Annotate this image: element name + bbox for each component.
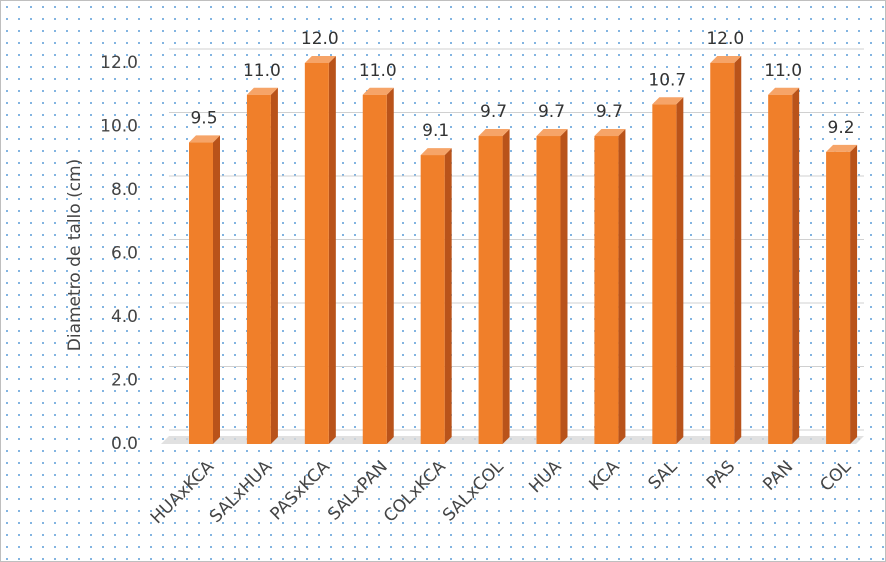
bar <box>768 94 793 444</box>
bar-side <box>792 87 800 444</box>
bar <box>189 142 213 444</box>
bar-side <box>676 97 684 445</box>
x-tick-label: SALxHUA <box>206 457 276 527</box>
bar <box>826 151 851 444</box>
value-label: 12.0 <box>301 29 339 49</box>
x-tick-label: COLxKCA <box>380 457 450 527</box>
bar-top <box>189 135 220 143</box>
bar-top <box>362 87 394 95</box>
value-label: 11.0 <box>243 61 281 81</box>
x-tick-label: PAN <box>759 457 797 495</box>
bar <box>594 136 619 444</box>
y-tick-label: 8.0 <box>111 180 138 200</box>
bar-top <box>478 129 510 137</box>
bar-top <box>594 129 626 137</box>
bar-top <box>710 56 742 63</box>
bar-side <box>386 87 394 444</box>
bar-side <box>444 148 452 444</box>
value-label: 9.7 <box>538 102 565 122</box>
bar <box>246 94 271 444</box>
value-label: 11.0 <box>764 61 802 81</box>
bar-top <box>826 144 858 152</box>
y-tick-label: 6.0 <box>111 244 138 264</box>
value-label: 10.7 <box>648 70 686 90</box>
y-tick-label: 2.0 <box>111 371 138 391</box>
x-tick-label: PAS <box>703 457 739 493</box>
x-tick-label: PASxKCA <box>266 457 334 525</box>
y-tick-label: 12.0 <box>100 53 138 73</box>
x-tick-label: HUAxKCA <box>147 457 218 528</box>
x-tick-label: SALxCOL <box>439 457 508 526</box>
bar-side <box>560 129 568 444</box>
bar-side <box>618 129 626 444</box>
value-label: 12.0 <box>706 29 744 49</box>
bar-side <box>213 135 220 444</box>
y-axis-label: Diametro de tallo (cm) <box>65 159 85 352</box>
y-tick-label: 4.0 <box>111 307 138 327</box>
y-tick-label: 0.0 <box>111 434 138 454</box>
x-tick-label: SAL <box>644 457 681 494</box>
bar-top <box>420 148 452 156</box>
bar-side <box>502 129 510 444</box>
bar <box>362 94 387 444</box>
bar <box>420 155 445 444</box>
value-label: 9.5 <box>190 108 217 128</box>
bar <box>710 63 735 444</box>
bar-top <box>246 87 278 95</box>
bar <box>478 136 503 444</box>
value-label: 11.0 <box>359 61 397 81</box>
bar-side <box>270 87 278 444</box>
floor <box>161 436 864 444</box>
x-tick-label: COL <box>816 457 855 496</box>
value-label: 9.2 <box>828 118 855 138</box>
x-tick-label: KCA <box>586 457 624 495</box>
y-tick-label: 10.0 <box>100 117 138 137</box>
x-tick-label: HUA <box>525 457 565 497</box>
value-label: 9.7 <box>596 102 623 122</box>
value-label: 9.1 <box>422 121 449 141</box>
bar <box>536 136 561 444</box>
bar-side <box>328 56 336 444</box>
bar-top <box>536 129 568 137</box>
value-label: 9.7 <box>480 102 507 122</box>
bar-top <box>768 87 800 95</box>
bar-top <box>652 97 684 105</box>
bar <box>304 63 329 444</box>
bar-side <box>850 144 858 444</box>
bar-top <box>304 56 336 63</box>
bar <box>652 104 677 445</box>
bar-side <box>734 56 742 444</box>
